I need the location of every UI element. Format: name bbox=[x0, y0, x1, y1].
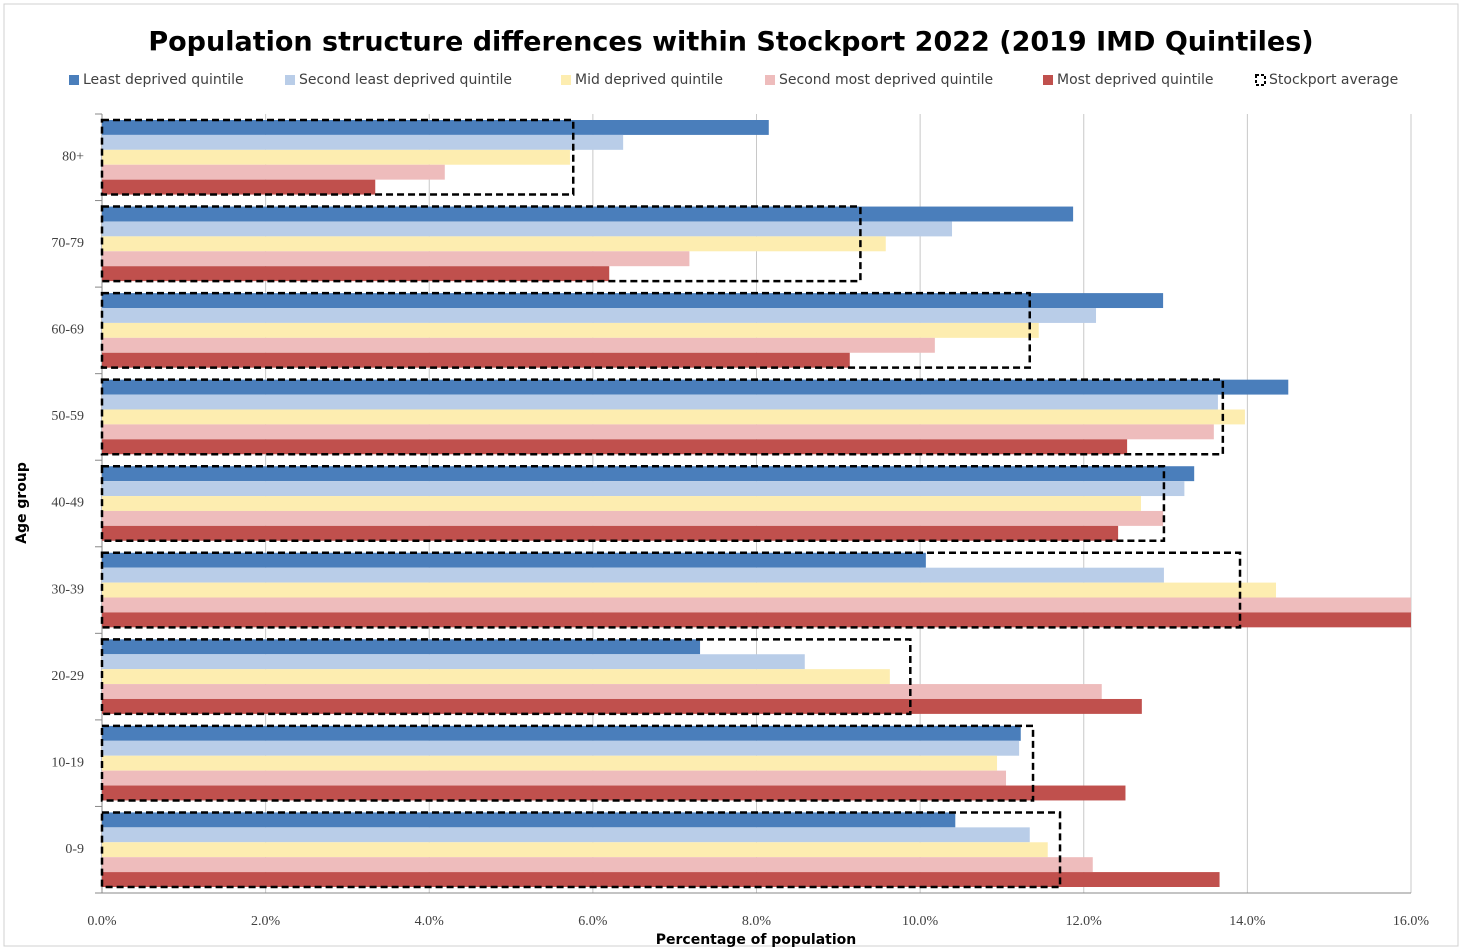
legend-marker bbox=[285, 75, 295, 85]
x-tick-label: 14.0% bbox=[1229, 914, 1266, 929]
bar bbox=[102, 206, 1074, 222]
bar bbox=[102, 698, 1142, 714]
legend-marker bbox=[765, 75, 775, 85]
x-tick-label: 0.0% bbox=[87, 914, 117, 929]
x-axis-title: Percentage of population bbox=[656, 932, 856, 948]
x-tick-label: 4.0% bbox=[415, 914, 445, 929]
y-tick-label: 0-9 bbox=[65, 842, 84, 857]
x-tick-label: 2.0% bbox=[251, 914, 281, 929]
average-outline bbox=[100, 464, 1166, 543]
bar bbox=[102, 582, 1277, 598]
bar bbox=[102, 409, 1245, 425]
chart-title: Population structure differences within … bbox=[148, 27, 1313, 58]
y-axis-title: Age group bbox=[14, 462, 30, 544]
average-outline bbox=[100, 724, 1035, 802]
bar bbox=[102, 322, 1039, 338]
bar bbox=[102, 424, 1214, 440]
bar bbox=[102, 567, 1164, 583]
x-tick-label: 6.0% bbox=[578, 914, 608, 929]
bar bbox=[102, 149, 570, 165]
bar bbox=[102, 597, 1411, 613]
bar bbox=[102, 812, 956, 828]
bar bbox=[102, 684, 1102, 699]
x-tick-label: 10.0% bbox=[902, 914, 939, 929]
bar bbox=[102, 236, 886, 252]
legend-label: Most deprived quintile bbox=[1057, 72, 1214, 88]
legend-marker bbox=[1043, 75, 1053, 85]
legend-label: Second least deprived quintile bbox=[299, 72, 512, 88]
bar bbox=[102, 827, 1030, 843]
bar bbox=[102, 612, 1411, 628]
legend-label: Mid deprived quintile bbox=[575, 72, 723, 88]
bar bbox=[102, 669, 890, 685]
bar bbox=[102, 654, 805, 670]
y-tick-label: 40-49 bbox=[51, 496, 84, 511]
y-tick-label: 60-69 bbox=[51, 323, 84, 338]
x-tick-label: 8.0% bbox=[742, 914, 772, 929]
y-tick-label: 30-39 bbox=[51, 582, 84, 597]
bar bbox=[102, 251, 690, 267]
bar bbox=[102, 179, 376, 195]
bar bbox=[102, 525, 1119, 541]
y-tick-label: 70-79 bbox=[51, 236, 84, 251]
bar bbox=[102, 337, 935, 353]
bar bbox=[102, 134, 624, 150]
average-outline bbox=[100, 551, 1242, 629]
bar bbox=[102, 857, 1093, 873]
bar bbox=[102, 842, 1048, 858]
average-outline bbox=[100, 205, 862, 283]
legend-label: Least deprived quintile bbox=[83, 72, 244, 88]
bar bbox=[102, 481, 1185, 497]
legend-label: Second most deprived quintile bbox=[779, 72, 993, 88]
average-outline bbox=[100, 811, 1062, 889]
bar bbox=[102, 164, 445, 180]
bar bbox=[102, 308, 1097, 323]
bar bbox=[102, 394, 1218, 410]
legend-marker bbox=[1255, 74, 1266, 86]
bar bbox=[102, 120, 769, 135]
bar bbox=[102, 379, 1289, 395]
legend-marker bbox=[561, 75, 571, 85]
bar bbox=[102, 221, 953, 237]
average-outline bbox=[100, 378, 1225, 456]
x-tick-label: 12.0% bbox=[1066, 914, 1103, 929]
average-outline bbox=[100, 118, 575, 196]
bar bbox=[102, 439, 1128, 455]
bar bbox=[102, 293, 1164, 309]
bar bbox=[102, 725, 1021, 741]
bar bbox=[102, 552, 926, 568]
bar bbox=[102, 510, 1164, 526]
bar bbox=[102, 785, 1126, 801]
bar bbox=[102, 466, 1195, 482]
bar bbox=[102, 740, 1020, 756]
bar bbox=[102, 266, 610, 282]
y-tick-label: 20-29 bbox=[51, 669, 84, 684]
bar bbox=[102, 755, 998, 771]
average-outline bbox=[100, 291, 1032, 369]
average-outline bbox=[100, 638, 912, 716]
bar bbox=[102, 639, 701, 655]
bar bbox=[102, 770, 1007, 786]
bar bbox=[102, 352, 850, 368]
x-tick-label: 16.0% bbox=[1393, 914, 1430, 929]
bar bbox=[102, 496, 1142, 511]
y-tick-label: 80+ bbox=[62, 149, 84, 164]
y-tick-label: 50-59 bbox=[51, 409, 84, 424]
legend-marker bbox=[69, 75, 79, 85]
legend-label: Stockport average bbox=[1269, 72, 1398, 88]
y-tick-label: 10-19 bbox=[51, 755, 84, 770]
bar bbox=[102, 872, 1220, 887]
